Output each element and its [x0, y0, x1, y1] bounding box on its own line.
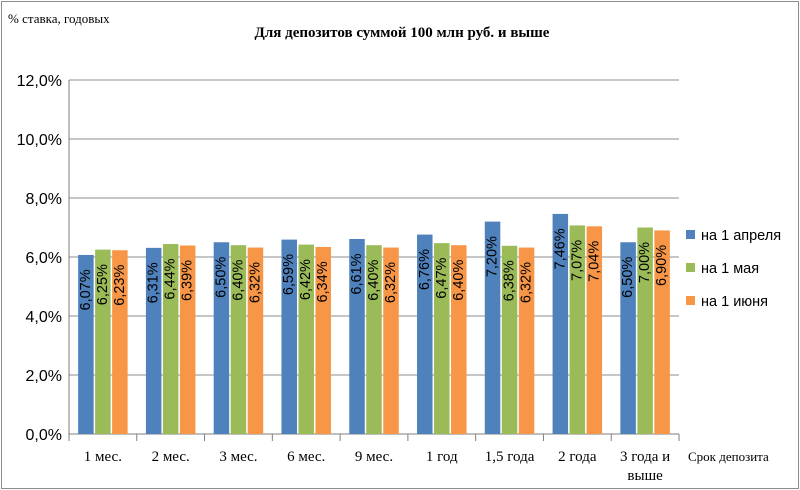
bar — [162, 244, 179, 434]
data-label: 7,04% — [586, 241, 602, 282]
bar — [484, 221, 501, 434]
x-tick-label: 3 года и выше — [620, 449, 670, 484]
data-label: 6,34% — [315, 261, 331, 302]
data-label: 6,32% — [519, 262, 535, 303]
legend-label: на 1 июня — [701, 294, 768, 310]
bar — [451, 245, 467, 434]
data-label: 6,23% — [112, 265, 128, 306]
bar — [366, 245, 382, 434]
data-label: 6,50% — [620, 257, 636, 298]
x-tick-label-line: 3 года и — [620, 449, 670, 465]
bar — [620, 242, 636, 434]
x-tick-label-line: выше — [627, 468, 663, 484]
y-axis-label: % ставка, годовых — [8, 11, 110, 26]
bar — [569, 225, 586, 434]
y-tick-label: 2,0% — [26, 368, 62, 385]
data-label: 6,40% — [451, 260, 467, 301]
y-tick-label: 10,0% — [17, 132, 62, 149]
data-label: 6,39% — [180, 260, 196, 301]
bar — [145, 247, 162, 434]
bar — [637, 227, 653, 434]
legend-label: на 1 апреля — [701, 228, 781, 244]
x-tick-label: 6 мес. — [287, 449, 325, 465]
y-tick-label: 0,0% — [26, 427, 62, 444]
x-tick-label: 2 мес. — [152, 449, 190, 465]
data-label: 6,32% — [247, 262, 263, 303]
data-label: 6,44% — [163, 258, 179, 299]
data-label: 6,90% — [654, 245, 670, 286]
bar — [78, 254, 94, 434]
x-tick-label: 9 мес. — [355, 449, 393, 465]
data-label: 6,31% — [146, 262, 162, 303]
bar — [298, 244, 314, 434]
bar — [179, 245, 196, 434]
bar — [434, 243, 450, 434]
data-label: 7,46% — [552, 228, 568, 269]
bar — [112, 250, 128, 434]
data-label: 6,61% — [349, 253, 365, 294]
x-tick-label: 1,5 года — [485, 449, 535, 465]
y-tick-label: 8,0% — [26, 191, 62, 208]
bar — [230, 245, 247, 434]
bar — [501, 245, 518, 434]
x-tick-label: 2 года — [558, 449, 597, 465]
y-tick-label: 6,0% — [26, 250, 62, 267]
bar — [95, 249, 111, 434]
bar — [654, 230, 670, 434]
data-label: 6,07% — [78, 269, 94, 310]
data-label: 6,76% — [417, 249, 433, 290]
bar — [213, 242, 230, 434]
data-label: 6,40% — [366, 260, 382, 301]
x-tick-label: 1 год — [426, 449, 458, 465]
data-label: 6,25% — [95, 264, 111, 305]
data-label: 6,32% — [383, 262, 399, 303]
x-tick-label: 1 мес. — [84, 449, 122, 465]
data-label: 6,38% — [502, 260, 518, 301]
bar — [349, 239, 365, 434]
bar — [586, 226, 603, 434]
bar — [518, 247, 535, 434]
data-label: 7,00% — [637, 242, 653, 283]
y-tick-label: 12,0% — [17, 73, 62, 90]
legend-swatch — [686, 296, 695, 305]
data-label: 6,59% — [281, 254, 297, 295]
bar — [281, 239, 297, 434]
data-label: 6,47% — [434, 257, 450, 298]
data-label: 6,40% — [230, 260, 246, 301]
legend-swatch — [686, 263, 695, 272]
data-label: 6,50% — [213, 257, 229, 298]
bar — [315, 246, 331, 434]
data-label: 7,20% — [485, 236, 501, 277]
bar — [247, 247, 264, 434]
data-label: 7,07% — [569, 240, 585, 281]
bar — [417, 234, 433, 434]
bar — [383, 247, 399, 434]
chart-title: Для депозитов суммой 100 млн руб. и выше — [255, 25, 550, 41]
x-axis-label: Срок депозита — [688, 449, 769, 464]
x-tick-label: 3 мес. — [219, 449, 257, 465]
legend-swatch — [686, 230, 695, 239]
y-tick-label: 4,0% — [26, 309, 62, 326]
bar — [552, 213, 569, 434]
data-label: 6,42% — [298, 259, 314, 300]
legend-label: на 1 мая — [701, 261, 759, 277]
